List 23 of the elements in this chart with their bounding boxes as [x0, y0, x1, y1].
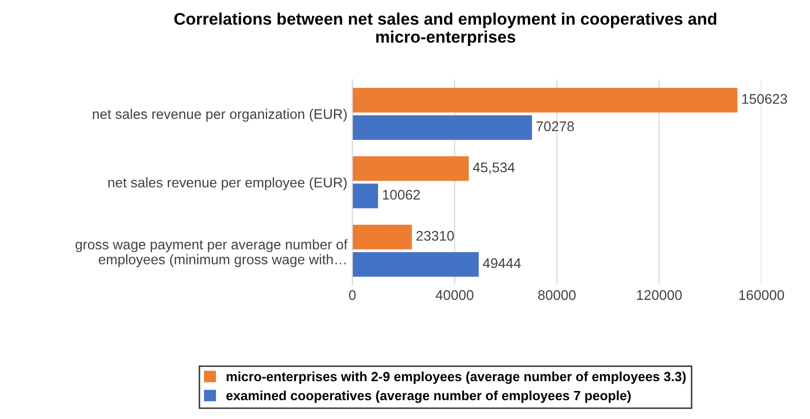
chart-title: Correlations between net sales and employment in cooperatives and micro-enterprises	[174, 12, 716, 46]
x-tick-label: 40000	[436, 290, 474, 300]
data-label: 10062	[382, 190, 420, 200]
bar	[352, 88, 738, 112]
bar	[352, 252, 479, 277]
y-tick-label: net sales revenue per employee (EUR)	[108, 177, 347, 190]
data-label: 150623	[742, 94, 787, 104]
data-label: 23310	[416, 230, 454, 241]
data-label: 49444	[482, 258, 521, 268]
y-tick-label: net sales revenue per organization (EUR)	[92, 108, 347, 122]
bar	[352, 115, 532, 140]
data-label: 45,534	[472, 162, 515, 174]
bar	[352, 156, 469, 181]
x-tick-label: 0	[349, 290, 356, 300]
legend-label: micro-enterprises with 2-9 employees (average number of employees 3.3)	[226, 372, 686, 384]
bar	[352, 224, 412, 250]
x-tick-label: 80000	[538, 290, 576, 300]
bar	[352, 184, 378, 208]
x-tick-label: 160000	[739, 290, 784, 300]
legend-label: examined cooperatives (average number of employees 7 people)	[226, 390, 631, 403]
x-tick-label: 120000	[637, 290, 682, 300]
y-tick-label: gross wage payment per average number of employees (minimum gross wage with…	[76, 239, 348, 268]
data-label: 70278	[536, 121, 574, 132]
